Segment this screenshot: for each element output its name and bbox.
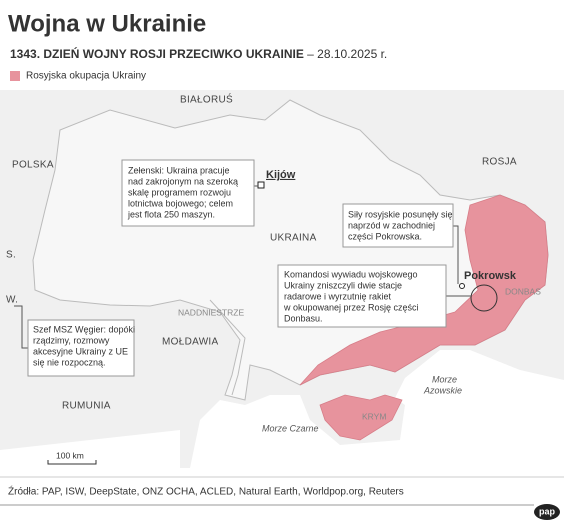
subtitle: 1343. DZIEŃ WOJNY ROSJI PRZECIWKO UKRAIN… (10, 46, 387, 61)
title: Wojna w Ukrainie (8, 10, 206, 37)
region-label: DONBAS (505, 286, 541, 296)
note-line: nad zakrojonym na szeroką (128, 176, 238, 186)
border (209, 299, 246, 396)
note-line: części Pokrowska. (348, 231, 422, 241)
sea-label: Morze (432, 374, 457, 384)
crimea (319, 394, 403, 441)
note-line: skalę programem rozwoju (128, 187, 231, 197)
sea-label: Morze Czarne (262, 423, 319, 433)
note: Komandosi wywiadu wojskowego Ukrainy zni… (277, 264, 447, 328)
country-label: MOŁDAWIA (162, 337, 219, 348)
country-label: BIAŁORUŚ (180, 93, 233, 106)
sea-label: Azowskie (423, 385, 462, 395)
city-marker (459, 283, 465, 289)
note-line: Donbasu. (284, 313, 323, 323)
logo: pap (539, 506, 556, 516)
subtitle-main: 1343. DZIEŃ WOJNY ROSJI PRZECIWKO UKRAIN… (10, 46, 304, 61)
country-label: UKRAINA (270, 233, 317, 244)
note: Zełenski: Ukraina pracuje nad zakrojonym… (121, 159, 255, 227)
note-line: Siły rosyjskie posunęły się (348, 209, 453, 219)
note: Szef MSZ Węgier: dopóki rządzimy, rozmow… (27, 319, 135, 377)
note-line: się nie rozpoczną. (33, 357, 106, 367)
note-line: jest flota 250 maszyn. (127, 209, 215, 219)
country-label: POLSKA (12, 160, 54, 171)
note-line: Ukrainy zniszczyli dwie stacje (284, 280, 402, 290)
legend-label: Rosyjska okupacja Ukrainy (26, 71, 146, 82)
note: Siły rosyjskie posunęły się naprzód w za… (342, 203, 454, 248)
connector (14, 305, 28, 349)
city-label: Kijów (266, 169, 296, 181)
country-label: ROSJA (482, 157, 517, 168)
source: Źródła: PAP, ISW, DeepState, ONZ OCHA, A… (8, 485, 404, 498)
note-line: Zełenski: Ukraina pracuje (128, 165, 230, 175)
region-label: KRYM (362, 411, 386, 421)
city-marker (257, 181, 265, 189)
country-label: S. (6, 250, 16, 261)
logo-badge (534, 504, 560, 520)
city-label: Pokrowsk (464, 270, 517, 282)
note-line: naprzód w zachodniej (348, 220, 435, 230)
note-line: w okupowanej przez Rosję części (283, 302, 419, 312)
note-line: lotnictwa bojowego; celem (128, 198, 233, 208)
note-line: Komandosi wywiadu wojskowego (284, 269, 418, 279)
region-label: NADDNIESTRZE (178, 307, 244, 317)
scale-bar (47, 460, 97, 465)
sea (0, 350, 564, 468)
legend-swatch (10, 71, 20, 81)
note-line: rządzimy, rozmowy (33, 335, 110, 345)
scale-label: 100 km (56, 450, 84, 460)
highlight-circle (470, 284, 498, 312)
connector (453, 225, 459, 284)
country-label: W. (6, 295, 18, 306)
subtitle-date: – 28.10.2025 r. (304, 47, 387, 61)
country-label: RUMUNIA (62, 401, 111, 412)
note-line: radarowe i wyrzutnię rakiet (284, 291, 392, 301)
note-line: akcesyjne Ukrainy z UE (33, 346, 128, 356)
note-line: Szef MSZ Węgier: dopóki (33, 324, 135, 334)
